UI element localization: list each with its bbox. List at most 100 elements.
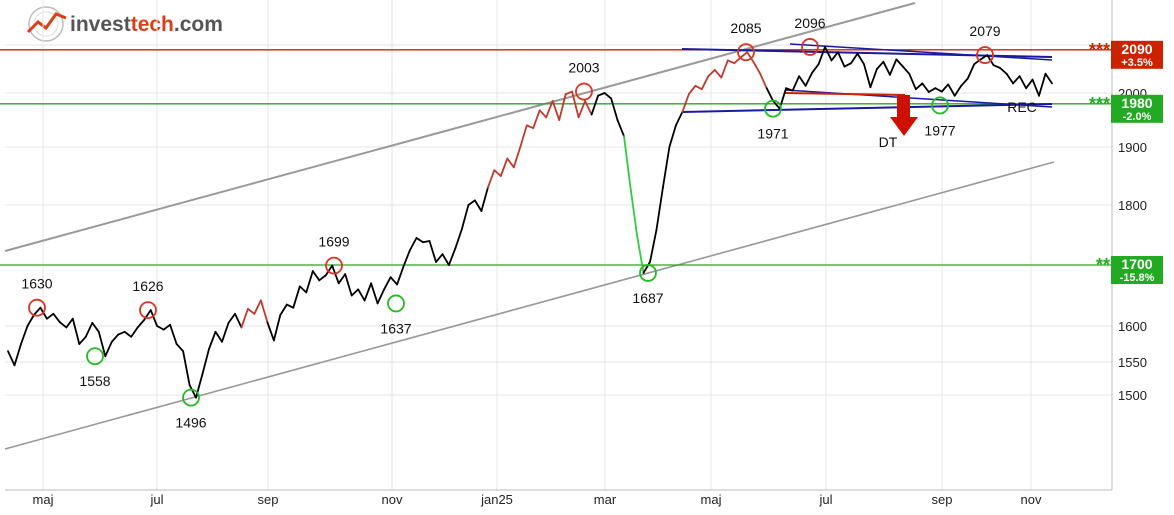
price-segment <box>765 87 775 102</box>
price-segment <box>1005 72 1014 85</box>
price-segment <box>869 68 878 89</box>
price-segment <box>649 229 658 263</box>
price-segment <box>175 343 185 353</box>
price-segment <box>921 82 930 93</box>
price-segment <box>856 52 865 66</box>
logo-domain: .com <box>174 13 223 36</box>
bottom-label-1558: 1558 <box>79 373 110 389</box>
rectangle-pattern <box>681 43 1053 113</box>
level-tag-pct: +3.5% <box>1121 57 1153 69</box>
price-segment <box>668 124 677 148</box>
price-segment <box>383 276 392 291</box>
x-tick-label: sep <box>258 492 279 507</box>
price-segment <box>597 92 606 97</box>
price-segment <box>707 69 716 78</box>
price-segment <box>259 299 269 324</box>
price-segment <box>947 83 956 97</box>
price-segment <box>642 261 651 274</box>
price-segment <box>78 335 87 345</box>
price-segment <box>726 59 736 65</box>
price-segment <box>940 83 950 93</box>
annotations: DT REC <box>879 95 1037 150</box>
price-segment <box>169 323 178 345</box>
price-segment <box>811 63 820 74</box>
level-tag-box <box>1111 94 1163 123</box>
top-marker-2085 <box>737 43 755 62</box>
price-segment <box>908 72 917 91</box>
level-tag-box <box>1111 40 1163 69</box>
price-segment <box>999 67 1008 75</box>
price-segment <box>454 228 463 250</box>
price-segment <box>571 90 580 119</box>
top-label-2096: 2096 <box>794 15 825 31</box>
price-segment <box>506 157 515 169</box>
x-tick-label: jul <box>149 492 163 507</box>
top-label-2079: 2079 <box>969 23 1000 39</box>
price-segment <box>603 92 612 100</box>
price-segment <box>966 63 976 80</box>
price-segment <box>130 326 139 338</box>
price-segment <box>298 285 308 294</box>
price-segment <box>623 135 632 189</box>
price-segment <box>435 253 444 263</box>
price-segment <box>227 312 236 324</box>
price-segment <box>759 72 768 90</box>
level-tag-pct: -15.8% <box>1120 272 1155 284</box>
price-segment <box>246 307 256 315</box>
price-segment <box>629 186 638 236</box>
x-tick-label: sep <box>932 492 953 507</box>
price-segment <box>208 330 217 350</box>
price-segment <box>136 318 146 329</box>
price-segment <box>681 93 690 113</box>
price-segment <box>791 75 800 92</box>
price-segment <box>902 65 911 75</box>
bottom-label-1637: 1637 <box>380 320 411 336</box>
price-segment <box>117 330 126 336</box>
bottom-marker-1558 <box>86 347 104 366</box>
price-segment <box>532 109 541 130</box>
price-segment <box>837 51 846 68</box>
x-tick-label: maj <box>33 492 54 507</box>
price-segment <box>720 59 729 79</box>
bottom-marker-1687 <box>639 264 657 282</box>
price-segment <box>519 124 528 148</box>
grid <box>5 0 1113 491</box>
investtech-logo: investtech.com <box>26 6 223 42</box>
price-segment <box>467 199 476 206</box>
price-segment <box>97 330 107 358</box>
x-tick-label: jul <box>818 492 832 507</box>
price-segment <box>460 204 470 230</box>
bottom-marker-1977 <box>931 96 949 115</box>
price-segment <box>1044 72 1053 85</box>
trend-channel <box>4 2 1055 450</box>
price-segment <box>324 264 334 277</box>
dt-arrow-icon <box>890 95 918 136</box>
price-segment <box>292 285 301 309</box>
price-series <box>7 46 1053 399</box>
price-segment <box>882 60 891 76</box>
price-segment <box>850 52 859 65</box>
price-segment <box>739 51 749 59</box>
rec-label: REC <box>1007 99 1037 115</box>
price-segment <box>584 100 593 116</box>
price-segment <box>473 199 483 212</box>
price-segment <box>65 317 74 329</box>
price-segment <box>746 51 755 64</box>
logo-prefix: invest <box>70 13 131 36</box>
price-segment <box>337 273 347 285</box>
price-segment <box>700 75 710 91</box>
top-marker-1626 <box>139 301 157 320</box>
x-tick-label: jan25 <box>480 492 513 507</box>
pattern-upper-line-2 <box>789 43 1053 61</box>
price-segment <box>752 61 762 75</box>
x-axis: maj jul sep nov jan25 mar maj jul sep nov <box>33 492 1042 507</box>
support-resistance-levels <box>0 49 1112 266</box>
level-tag-value: 1980 <box>1121 95 1152 111</box>
price-segment <box>305 270 314 294</box>
price-segment <box>188 384 197 399</box>
price-segment <box>376 288 386 305</box>
price-segment <box>655 186 664 232</box>
bottom-marker-1496 <box>182 388 200 407</box>
price-segment <box>914 82 924 91</box>
